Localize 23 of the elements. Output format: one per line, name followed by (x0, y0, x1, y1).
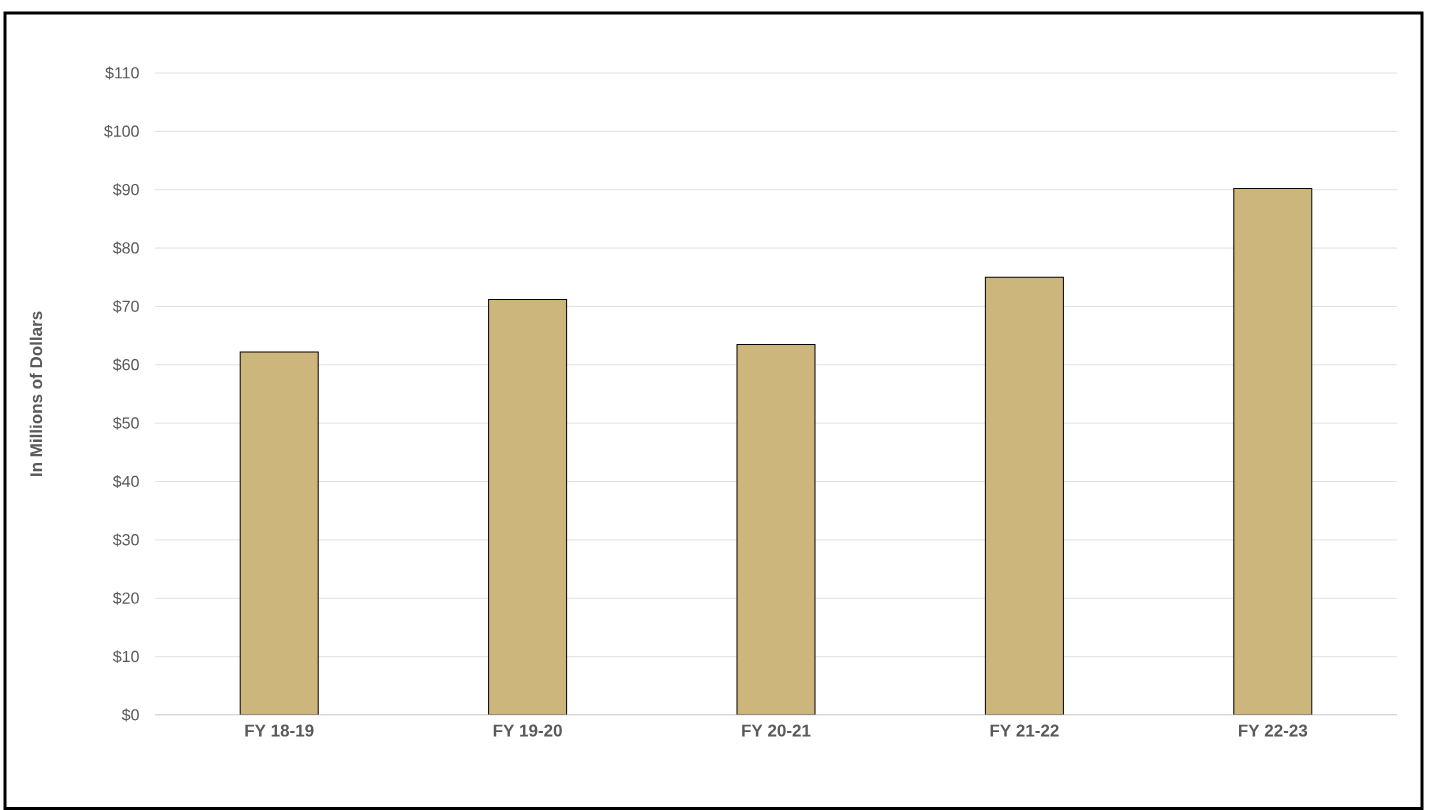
y-axis-title: In Millions of Dollars (29, 311, 43, 476)
y-tick-label: $80 (112, 241, 139, 255)
bar (736, 343, 816, 715)
bar (239, 351, 319, 715)
y-tick-label: $20 (112, 591, 139, 605)
bar (488, 298, 568, 715)
y-tick-label: $70 (112, 299, 139, 313)
y-tick-label: $100 (104, 124, 139, 138)
y-tick-label: $60 (112, 358, 139, 372)
y-tick-label: $40 (112, 475, 139, 489)
x-tick-label: FY 22-23 (1238, 724, 1308, 737)
y-tick-label: $110 (105, 66, 139, 80)
y-tick-label: $30 (112, 533, 139, 547)
x-tick-label: FY 21-22 (990, 724, 1059, 737)
y-tick-label: $10 (112, 650, 139, 664)
x-tick-label: FY 20-21 (742, 724, 811, 737)
x-tick-label: FY 19-20 (493, 724, 562, 737)
bar (984, 276, 1064, 715)
y-tick-label: $90 (112, 183, 139, 197)
y-tick-label: $50 (112, 416, 139, 430)
y-tick-label: $0 (121, 708, 139, 722)
x-tick-label: FY 18-19 (245, 724, 314, 737)
bar (1233, 188, 1313, 715)
